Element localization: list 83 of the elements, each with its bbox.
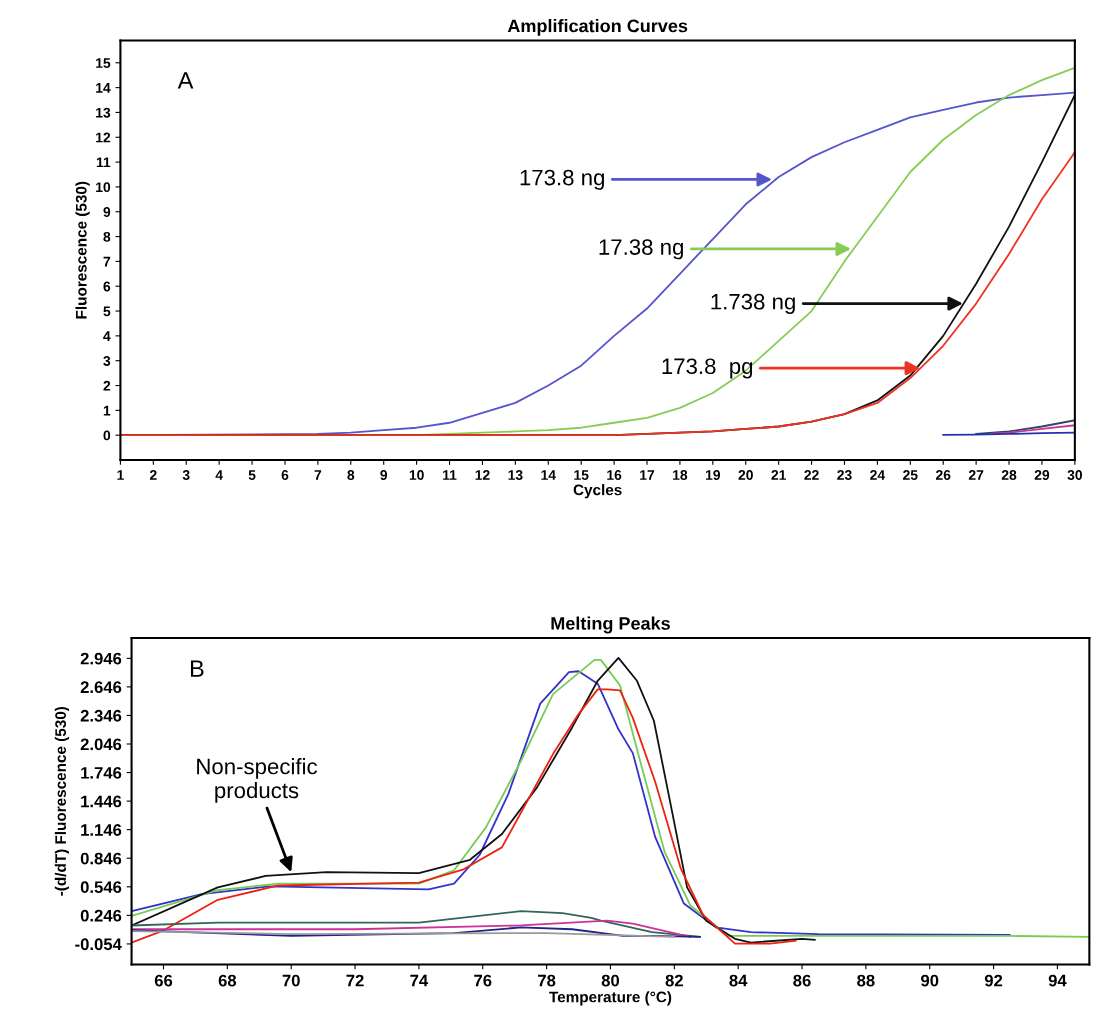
x-tick-label: 66 (154, 974, 173, 987)
x-tick-label: 29 (1034, 470, 1050, 480)
x-tick-label: 82 (665, 974, 683, 987)
x-tick-label: 80 (601, 974, 620, 987)
x-tick-label: 11 (443, 470, 457, 480)
y-tick-label: 1 (103, 405, 111, 416)
x-tick-label: 15 (574, 470, 589, 480)
x-tick-label: 68 (218, 974, 237, 987)
annotation: 1.738 ng (711, 293, 795, 314)
x-tick-label: 25 (903, 470, 918, 480)
x-tick-label: 84 (729, 974, 748, 987)
y-tick-label: 13 (96, 107, 111, 118)
y-tick-label: 3 (103, 356, 111, 366)
x-tick-label: 23 (837, 470, 852, 480)
x-tick-label: 17 (640, 470, 655, 480)
chart-title: Melting Peaks (551, 616, 670, 634)
y-tick-label: 1.446 (81, 795, 122, 808)
y-tick-label: 2 (103, 380, 111, 391)
y-tick-label: 2.046 (80, 738, 122, 751)
x-tick-label: 8 (347, 470, 355, 480)
y-tick-label: 8 (103, 231, 111, 242)
y-tick-label: 9 (103, 207, 111, 217)
x-tick-label: 70 (282, 974, 300, 987)
y-tick-label: 12 (96, 132, 111, 143)
x-tick-label: 72 (346, 974, 364, 987)
y-tick-label: 1.146 (81, 824, 122, 836)
x-tick-label: 18 (673, 470, 688, 480)
x-tick-label: 2 (149, 470, 157, 480)
x-tick-label: 88 (857, 974, 875, 987)
y-tick-label: 1.746 (81, 766, 122, 779)
x-tick-label: 27 (968, 470, 984, 480)
x-tick-label: 10 (409, 470, 424, 480)
x-axis-title: Cycles (573, 484, 622, 499)
x-tick-label: 16 (607, 470, 622, 480)
x-tick-label: 90 (921, 974, 939, 987)
x-tick-label: 92 (984, 974, 1003, 987)
x-tick-label: 76 (474, 974, 492, 987)
y-tick-label: 4 (103, 331, 111, 341)
y-tick-label: -0.054 (75, 938, 122, 951)
x-tick-label: 30 (1067, 470, 1083, 480)
x-tick-label: 19 (705, 470, 721, 480)
x-tick-label: 13 (508, 470, 523, 480)
x-tick-label: 28 (1001, 470, 1017, 480)
y-tick-label: 7 (103, 256, 111, 267)
x-tick-label: 74 (410, 974, 429, 987)
x-tick-label: 94 (1048, 974, 1067, 987)
x-tick-label: 78 (538, 974, 556, 987)
x-tick-label: 26 (935, 470, 951, 480)
y-axis-title: Fluorescence (530) (75, 181, 90, 319)
x-tick-label: 7 (314, 470, 322, 480)
y-tick-label: 5 (103, 306, 111, 317)
y-tick-label: 0 (103, 430, 111, 441)
x-tick-label: 86 (793, 974, 811, 987)
chart-title: Amplification Curves (507, 19, 688, 36)
y-tick-label: 11 (96, 157, 111, 168)
annotation: Non-specific products (197, 758, 318, 803)
x-tick-label: 6 (281, 470, 289, 480)
x-tick-label: 5 (248, 470, 256, 480)
x-tick-label: 20 (738, 470, 753, 480)
annotation: B (190, 660, 204, 677)
y-tick-label: 2.646 (80, 681, 122, 694)
annotation: A (177, 72, 194, 89)
x-tick-label: 3 (182, 470, 190, 480)
y-tick-label: 2.946 (80, 652, 122, 665)
annotation: 173.8 ng (520, 169, 604, 190)
y-axis-title: -(d/dT) Fluorescence (530) (54, 706, 70, 896)
x-tick-label: 21 (771, 470, 786, 480)
y-tick-label: 10 (96, 182, 111, 193)
x-axis-title: Temperature (°C) (549, 991, 672, 1006)
y-tick-label: 0.246 (80, 909, 122, 922)
x-tick-label: 4 (215, 470, 223, 480)
y-tick-label: 0.546 (80, 881, 122, 894)
annotation: 17.38 ng (599, 239, 683, 260)
x-tick-label: 24 (870, 470, 886, 480)
x-tick-label: 9 (380, 470, 388, 480)
y-tick-label: 2.346 (80, 709, 122, 722)
y-tick-label: 15 (96, 58, 111, 68)
x-tick-label: 14 (541, 470, 556, 480)
x-tick-label: 12 (475, 470, 490, 480)
y-tick-label: 0.846 (80, 852, 122, 865)
y-tick-label: 14 (96, 83, 111, 93)
y-tick-label: 6 (103, 281, 111, 292)
x-tick-label: 22 (804, 470, 819, 480)
